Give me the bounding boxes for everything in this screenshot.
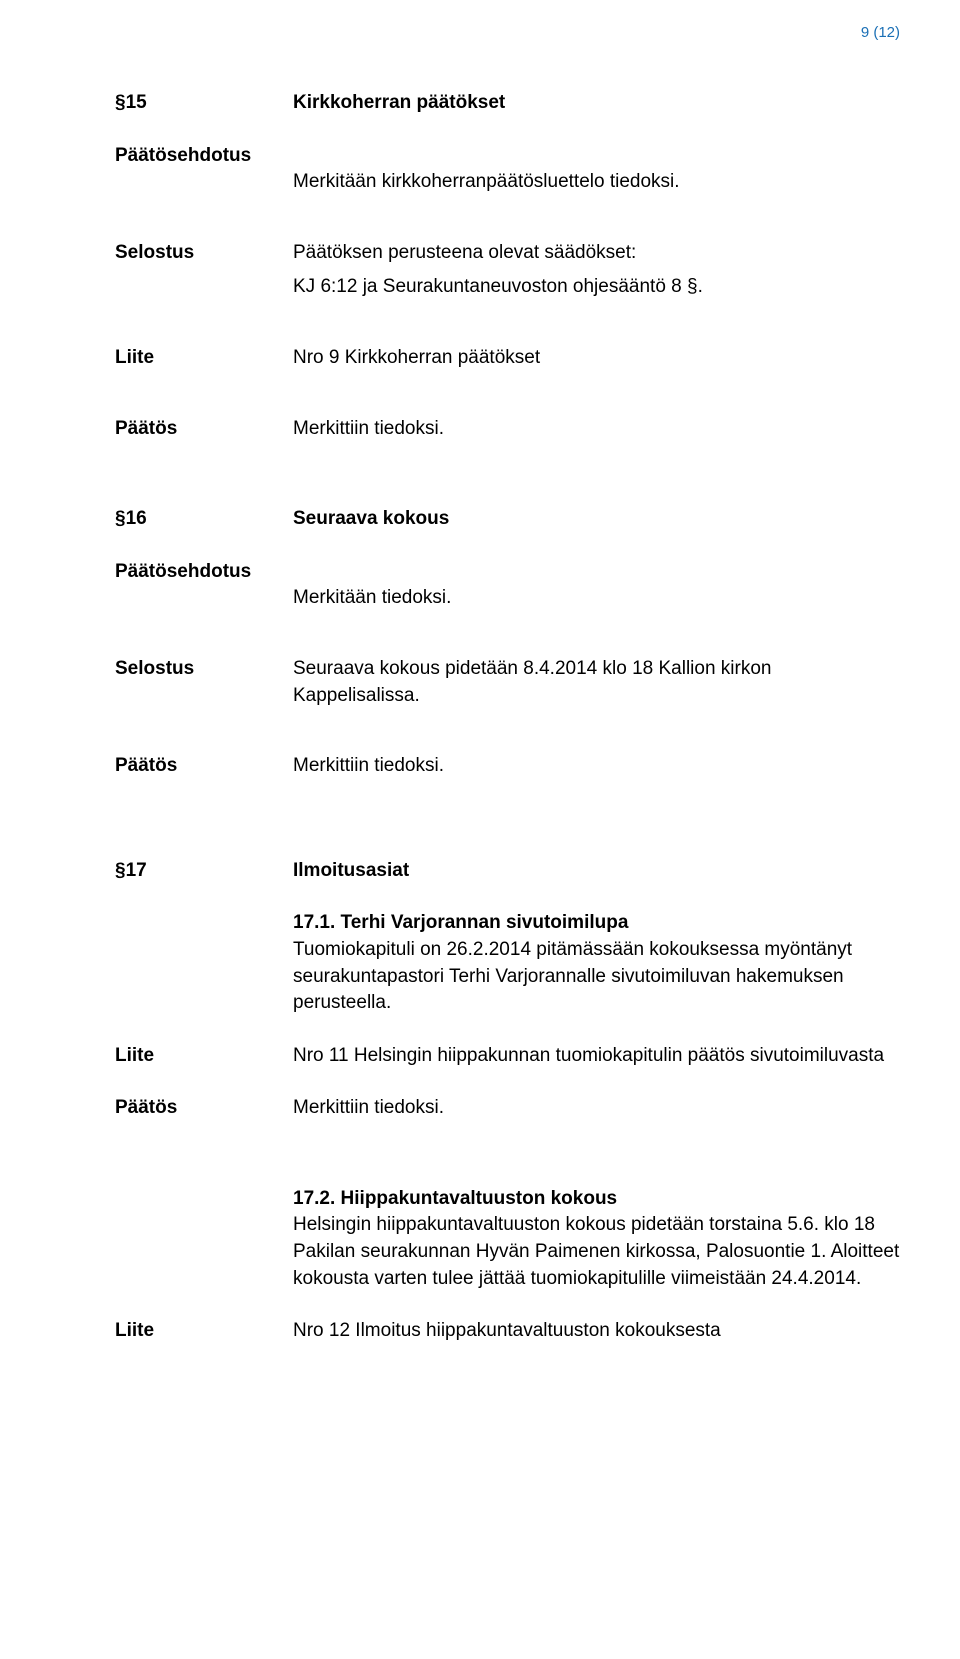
s16-selostus-text: Seuraava kokous pidetään 8.4.2014 klo 18… xyxy=(293,656,900,709)
s15-liite-label: Liite xyxy=(115,345,293,372)
s17-liite2-text: Nro 12 Ilmoitus hiippakuntavaltuuston ko… xyxy=(293,1318,900,1345)
s16-paatos-label: Päätös xyxy=(115,753,293,780)
s17-liite1-label: Liite xyxy=(115,1043,293,1070)
section-17-num: §17 xyxy=(115,858,293,885)
s16-paatos-text: Merkittiin tiedoksi. xyxy=(293,753,900,780)
s15-selostus-body: Päätöksen perusteena olevat säädökset: K… xyxy=(293,240,900,301)
section-16-title: Seuraava kokous xyxy=(293,506,900,533)
s17-sub1-title: 17.1. Terhi Varjorannan sivutoimilupa xyxy=(293,910,900,937)
s15-paatos-text: Merkittiin tiedoksi. xyxy=(293,416,900,443)
s16-selostus-label: Selostus xyxy=(115,656,293,683)
s15-selostus-line1: Päätöksen perusteena olevat säädökset: xyxy=(293,240,900,267)
s17-liite2-row: Liite Nro 12 Ilmoitus hiippakuntavaltuus… xyxy=(115,1318,900,1345)
s15-selostus-row: Selostus Päätöksen perusteena olevat sää… xyxy=(115,240,900,301)
section-16-header: §16 Seuraava kokous xyxy=(115,506,900,533)
section-16-num: §16 xyxy=(115,506,293,533)
s16-ehdotus-label: Päätösehdotus xyxy=(115,559,900,586)
s17-sub1-text: Tuomiokapituli on 26.2.2014 pitämässään … xyxy=(293,937,900,1017)
s17-sub1: 17.1. Terhi Varjorannan sivutoimilupa Tu… xyxy=(293,910,900,1016)
s17-liite1-row: Liite Nro 11 Helsingin hiippakunnan tuom… xyxy=(115,1043,900,1070)
section-15-header: §15 Kirkkoherran päätökset xyxy=(115,90,900,117)
s15-liite-row: Liite Nro 9 Kirkkoherran päätökset xyxy=(115,345,900,372)
s16-selostus-row: Selostus Seuraava kokous pidetään 8.4.20… xyxy=(115,656,900,709)
s17-liite2-label: Liite xyxy=(115,1318,293,1345)
document-body: §15 Kirkkoherran päätökset Päätösehdotus… xyxy=(0,0,960,1385)
s17-paatos-text: Merkittiin tiedoksi. xyxy=(293,1095,900,1122)
s16-ehdotus-text: Merkitään tiedoksi. xyxy=(293,585,900,612)
s17-sub2-title: 17.2. Hiippakuntavaltuuston kokous xyxy=(293,1186,900,1213)
page-number: 9 (12) xyxy=(861,22,900,43)
s17-liite1-text: Nro 11 Helsingin hiippakunnan tuomiokapi… xyxy=(293,1043,900,1070)
section-15-title: Kirkkoherran päätökset xyxy=(293,90,900,117)
s15-liite-text: Nro 9 Kirkkoherran päätökset xyxy=(293,345,900,372)
s15-paatos-row: Päätös Merkittiin tiedoksi. xyxy=(115,416,900,443)
s16-paatos-row: Päätös Merkittiin tiedoksi. xyxy=(115,753,900,780)
s17-sub2: 17.2. Hiippakuntavaltuuston kokous Helsi… xyxy=(293,1186,900,1292)
s15-paatos-label: Päätös xyxy=(115,416,293,443)
s15-ehdotus-text: Merkitään kirkkoherranpäätösluettelo tie… xyxy=(293,169,900,196)
s15-selostus-line2: KJ 6:12 ja Seurakuntaneuvoston ohjesäänt… xyxy=(293,274,900,301)
section-17-header: §17 Ilmoitusasiat xyxy=(115,858,900,885)
s17-sub2-text: Helsingin hiippakuntavaltuuston kokous p… xyxy=(293,1212,900,1292)
s15-selostus-label: Selostus xyxy=(115,240,293,267)
s15-ehdotus-label: Päätösehdotus xyxy=(115,143,900,170)
section-15-num: §15 xyxy=(115,90,293,117)
section-17-title: Ilmoitusasiat xyxy=(293,858,900,885)
s17-paatos-label: Päätös xyxy=(115,1095,293,1122)
s17-paatos-row: Päätös Merkittiin tiedoksi. xyxy=(115,1095,900,1122)
